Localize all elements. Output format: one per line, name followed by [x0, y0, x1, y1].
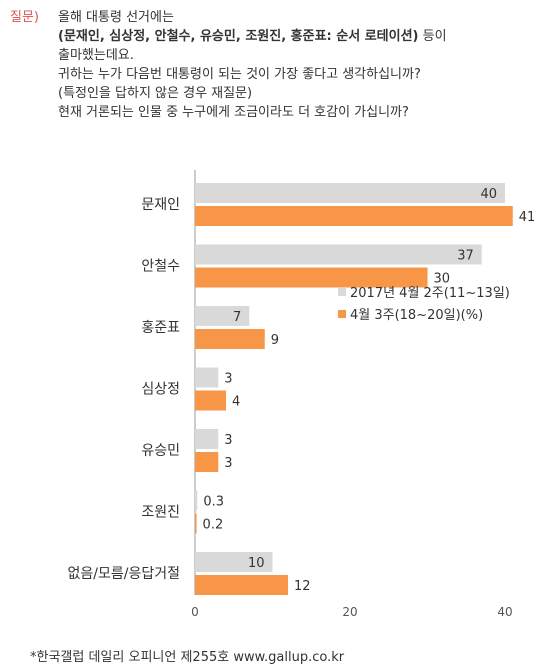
bar-week2 [195, 429, 219, 449]
bar-week3 [195, 267, 428, 288]
x-tick-label: 0 [191, 605, 199, 619]
bar-week3 [195, 390, 226, 411]
data-label: 40 [480, 187, 497, 202]
data-label: 10 [248, 556, 265, 571]
data-label: 9 [271, 333, 279, 348]
legend-swatch-week3 [338, 310, 346, 318]
bar-week2 [195, 367, 219, 388]
data-label: 37 [457, 249, 474, 264]
bar-week3 [195, 206, 513, 226]
question-block: 질문) 올해 대통령 선거에는 (문재인, 심상정, 안철수, 유승민, 조원진… [10, 8, 540, 122]
data-label: 4 [232, 395, 240, 410]
legend-label-week3: 4월 3주(18~20일)(%) [350, 308, 483, 323]
data-label: 3 [224, 433, 232, 448]
x-tick-label: 40 [497, 605, 512, 619]
category-label: 홍준표 [141, 320, 180, 336]
bar-week3 [195, 513, 197, 534]
source-note: *한국갤럽 데일리 오피니언 제255호 www.gallup.co.kr [30, 650, 345, 665]
data-label: 12 [294, 579, 311, 594]
bar-week2 [195, 306, 250, 326]
question-line: 출마했는데요. [58, 48, 134, 63]
candidate-list: (문재인, 심상정, 안철수, 유승민, 조원진, 홍준표: 순서 로테이션) [58, 29, 419, 44]
bar-week2 [195, 490, 198, 511]
data-label: 0.3 [203, 495, 224, 510]
question-text: 올해 대통령 선거에는 (문재인, 심상정, 안철수, 유승민, 조원진, 홍준… [58, 8, 540, 122]
bar-chart: 0 20 40문재인4041안철수3730홍준표79심상정34유승민33조원진0.3… [68, 170, 536, 619]
question-line: 현재 거론되는 인물 중 누구에게 조금이라도 더 호감이 가십니까? [58, 105, 409, 120]
bar-week3 [195, 329, 265, 349]
category-label: 안철수 [141, 259, 180, 275]
data-label: 0.2 [203, 518, 224, 533]
category-label: 심상정 [141, 382, 180, 398]
category-label: 없음/모름/응답거절 [68, 566, 180, 582]
bar-week2 [195, 552, 273, 572]
question-line: (특정인을 답하지 않은 경우 재질문) [58, 86, 253, 101]
data-label: 3 [224, 456, 232, 471]
data-label: 7 [233, 310, 241, 325]
x-tick-label: 20 [342, 605, 357, 619]
legend-swatch-week2 [338, 288, 346, 296]
bar-week3 [195, 452, 219, 472]
category-label: 문재인 [141, 197, 180, 213]
bar-week2 [195, 183, 505, 203]
data-label: 30 [434, 272, 451, 287]
category-label: 조원진 [141, 505, 180, 521]
data-label: 41 [519, 210, 536, 225]
category-label: 유승민 [141, 443, 180, 459]
bar-week2 [195, 244, 482, 265]
question-line: 귀하는 누가 다음번 대통령이 되는 것이 가장 좋다고 생각하십니까? [58, 67, 421, 82]
legend-label-week2: 2017년 4월 2주(11~13일) [350, 286, 510, 301]
question-line: 올해 대통령 선거에는 [58, 10, 174, 25]
question-label: 질문) [10, 10, 39, 25]
data-label: 3 [224, 372, 232, 387]
bar-week3 [195, 575, 288, 595]
question-line-candidates: (문재인, 심상정, 안철수, 유승민, 조원진, 홍준표: 순서 로테이션) … [58, 29, 447, 44]
